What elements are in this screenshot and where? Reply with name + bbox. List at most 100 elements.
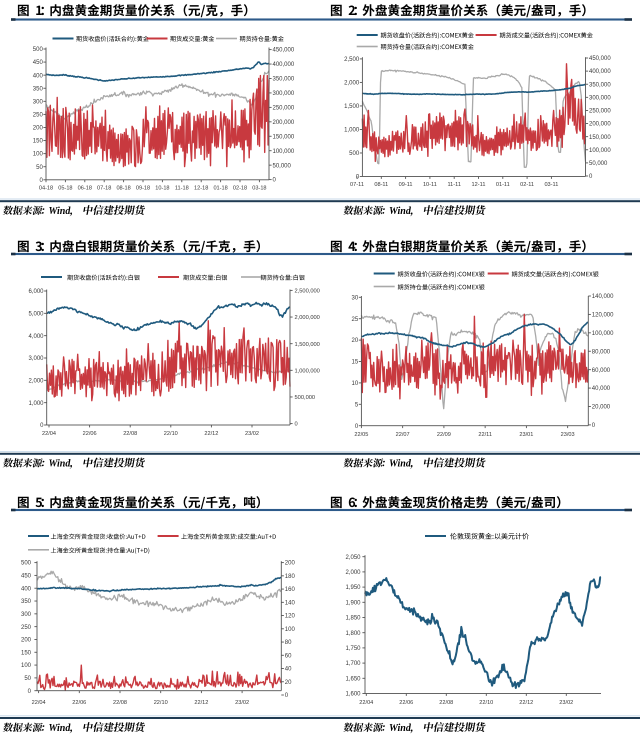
- svg-text:02-11: 02-11: [520, 182, 534, 188]
- svg-text:06-18: 06-18: [78, 185, 92, 191]
- svg-text:2,050: 2,050: [345, 555, 361, 561]
- svg-text:20: 20: [352, 338, 359, 344]
- svg-text:4,000: 4,000: [28, 334, 44, 340]
- svg-text:22/08: 22/08: [123, 431, 137, 437]
- svg-text:02-18: 02-18: [233, 185, 247, 191]
- svg-text:5: 5: [355, 402, 359, 408]
- svg-text:200,000: 200,000: [273, 120, 295, 126]
- svg-text:500: 500: [349, 151, 360, 157]
- svg-text:1,600: 1,600: [345, 692, 361, 698]
- svg-text:250,000: 250,000: [273, 105, 295, 111]
- svg-text:01-18: 01-18: [213, 185, 227, 191]
- svg-text:12-11: 12-11: [472, 182, 486, 188]
- svg-text:22/05: 22/05: [354, 432, 368, 438]
- svg-text:100: 100: [21, 663, 32, 669]
- svg-text:2,000: 2,000: [28, 378, 44, 384]
- svg-text:100: 100: [285, 627, 296, 633]
- svg-text:03-18: 03-18: [252, 185, 266, 191]
- svg-text:10-18: 10-18: [155, 185, 169, 191]
- svg-text:22/09: 22/09: [437, 432, 451, 438]
- svg-text:500,000: 500,000: [295, 395, 316, 401]
- svg-text:1,700: 1,700: [345, 661, 361, 667]
- svg-text:12-18: 12-18: [194, 185, 208, 191]
- svg-text:22/10: 22/10: [164, 431, 178, 437]
- svg-text:22/08: 22/08: [439, 700, 453, 706]
- svg-text:1,500,000: 1,500,000: [295, 342, 320, 348]
- svg-text:1,900: 1,900: [345, 600, 361, 606]
- svg-text:250: 250: [21, 625, 32, 631]
- svg-text:250: 250: [33, 113, 44, 119]
- svg-text:22/10: 22/10: [479, 700, 493, 706]
- svg-text:1,500: 1,500: [344, 104, 360, 110]
- svg-text:2,500: 2,500: [344, 57, 360, 63]
- svg-text:22/06: 22/06: [399, 700, 413, 706]
- svg-text:100,000: 100,000: [589, 148, 611, 154]
- svg-text:0: 0: [356, 175, 360, 181]
- svg-text:200: 200: [285, 561, 296, 567]
- svg-text:200,000: 200,000: [589, 122, 611, 128]
- svg-text:0: 0: [295, 422, 298, 428]
- svg-text:300,000: 300,000: [273, 91, 295, 97]
- svg-text:10-11: 10-11: [423, 182, 437, 188]
- svg-text:1,000: 1,000: [28, 401, 44, 407]
- svg-text:07-11: 07-11: [350, 182, 364, 188]
- svg-text:3,000: 3,000: [28, 356, 44, 362]
- svg-text:50,000: 50,000: [589, 161, 608, 167]
- svg-text:0: 0: [28, 689, 32, 695]
- svg-text:450,000: 450,000: [273, 48, 295, 54]
- svg-text:150: 150: [21, 650, 32, 656]
- svg-text:09-11: 09-11: [399, 182, 413, 188]
- svg-text:250,000: 250,000: [589, 109, 611, 115]
- svg-text:1,750: 1,750: [345, 646, 361, 652]
- svg-text:80,000: 80,000: [592, 349, 611, 355]
- svg-text:20,000: 20,000: [592, 405, 611, 411]
- svg-text:22/07: 22/07: [396, 432, 410, 438]
- svg-text:1,800: 1,800: [345, 631, 361, 637]
- svg-text:300,000: 300,000: [589, 95, 611, 101]
- svg-text:150,000: 150,000: [273, 134, 295, 140]
- svg-text:Wind: Wind: [49, 723, 72, 734]
- svg-text:22/11: 22/11: [478, 432, 492, 438]
- svg-text:350,000: 350,000: [589, 82, 611, 88]
- svg-text:400: 400: [33, 73, 44, 79]
- svg-text:Wind: Wind: [49, 459, 72, 470]
- svg-text:400,000: 400,000: [273, 62, 295, 68]
- svg-text:23/02: 23/02: [235, 700, 249, 706]
- svg-text:120: 120: [285, 614, 296, 620]
- svg-text:150: 150: [33, 139, 44, 145]
- svg-text:Wind: Wind: [49, 206, 72, 217]
- svg-text:120,000: 120,000: [592, 313, 614, 319]
- svg-text:400,000: 400,000: [589, 69, 611, 75]
- svg-text:450: 450: [21, 574, 32, 580]
- svg-text:05-18: 05-18: [58, 185, 72, 191]
- svg-text:40: 40: [285, 667, 292, 673]
- svg-text:Wind: Wind: [389, 206, 412, 217]
- svg-text:08-11: 08-11: [374, 182, 388, 188]
- svg-text:50,000: 50,000: [273, 163, 292, 169]
- svg-text:0: 0: [285, 693, 289, 699]
- svg-text:22/04: 22/04: [42, 431, 56, 437]
- svg-text:60,000: 60,000: [592, 368, 611, 374]
- svg-text:01-11: 01-11: [496, 182, 510, 188]
- svg-text:2,500,000: 2,500,000: [295, 289, 320, 295]
- svg-text:22/12: 22/12: [204, 431, 218, 437]
- svg-text:1,950: 1,950: [345, 585, 361, 591]
- svg-text:09-18: 09-18: [136, 185, 150, 191]
- svg-text:450: 450: [33, 60, 44, 66]
- svg-text:03-11: 03-11: [544, 182, 558, 188]
- svg-text:23/01: 23/01: [519, 432, 533, 438]
- svg-text:200: 200: [21, 638, 32, 644]
- svg-text:04-18: 04-18: [39, 185, 53, 191]
- svg-text:10: 10: [352, 381, 359, 387]
- svg-text:22/04: 22/04: [359, 700, 373, 706]
- svg-text:100,000: 100,000: [273, 149, 295, 155]
- svg-text:2,000,000: 2,000,000: [295, 315, 320, 321]
- svg-text:140: 140: [285, 600, 296, 606]
- svg-text:0: 0: [40, 423, 44, 429]
- svg-text:0: 0: [39, 178, 43, 184]
- svg-text:500: 500: [21, 561, 32, 567]
- svg-text:100: 100: [33, 152, 44, 158]
- svg-text:50: 50: [24, 676, 31, 682]
- svg-text:22/12: 22/12: [519, 700, 533, 706]
- svg-text:1,000,000: 1,000,000: [295, 368, 320, 374]
